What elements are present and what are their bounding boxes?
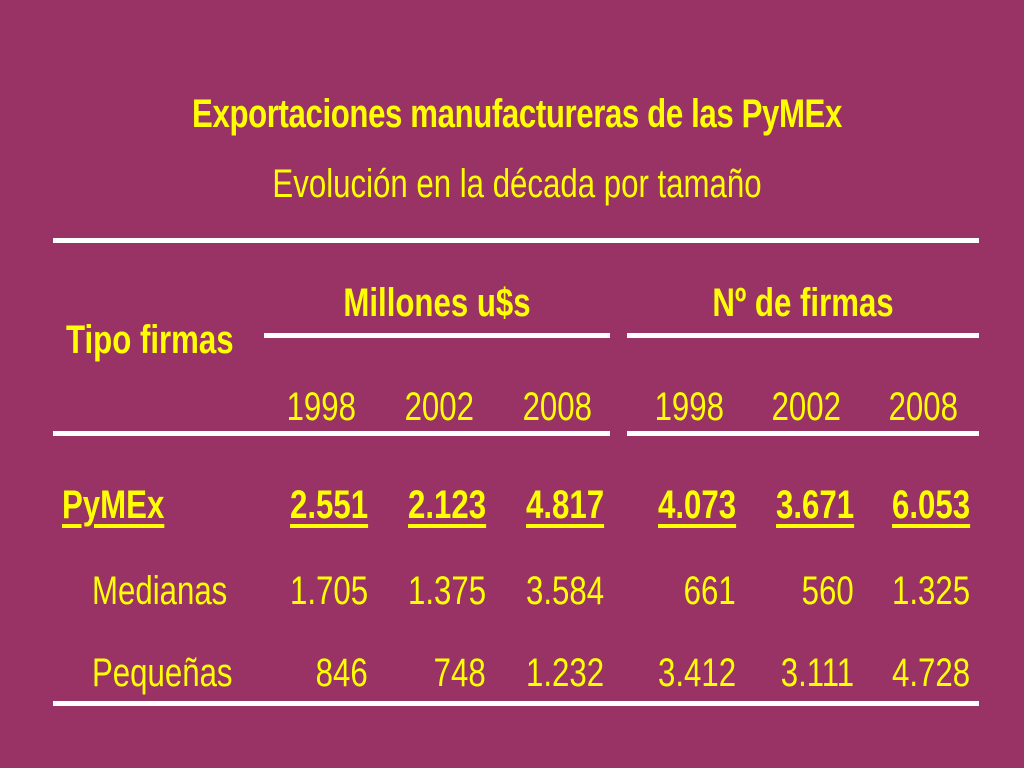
group-header-firmas: Nº de firmas xyxy=(712,281,894,325)
firmas-header-bottom-rule xyxy=(627,431,979,436)
table-cell: 1.705 xyxy=(289,569,368,613)
slide-subtitle: Evolución en la década por tamaño xyxy=(272,162,762,206)
year-header: 2002 xyxy=(771,385,841,429)
table-cell: 661 xyxy=(683,569,736,613)
bottom-rule xyxy=(53,701,979,706)
firmas-group-rule xyxy=(627,333,979,338)
row-label-pequenas: Pequeñas xyxy=(92,651,233,695)
table-cell: 3.671 xyxy=(775,483,854,527)
table-cell: 3.584 xyxy=(525,569,604,613)
row-header-tipo-firmas: Tipo firmas xyxy=(66,318,234,362)
table-cell: 6.053 xyxy=(891,483,970,527)
year-header: 2008 xyxy=(522,385,592,429)
year-header: 1998 xyxy=(654,385,724,429)
table-cell: 3.111 xyxy=(780,651,854,695)
millones-header-bottom-rule xyxy=(53,431,610,436)
table-cell: 1.375 xyxy=(407,569,486,613)
millones-group-rule xyxy=(264,333,610,338)
table-cell: 2.123 xyxy=(407,483,486,527)
row-label-pymex: PyMEx xyxy=(62,483,165,527)
table-cell: 1.325 xyxy=(891,569,970,613)
year-header: 2002 xyxy=(404,385,474,429)
table-cell: 748 xyxy=(433,651,486,695)
year-header: 1998 xyxy=(286,385,356,429)
table-cell: 2.551 xyxy=(289,483,368,527)
top-rule xyxy=(53,238,979,243)
slide-title: Exportaciones manufactureras de las PyME… xyxy=(192,92,842,136)
table-cell: 4.817 xyxy=(525,483,604,527)
table-cell: 4.728 xyxy=(891,651,970,695)
year-header: 2008 xyxy=(888,385,958,429)
table-cell: 4.073 xyxy=(657,483,736,527)
table-cell: 1.232 xyxy=(525,651,604,695)
table-cell: 846 xyxy=(315,651,368,695)
table-cell: 3.412 xyxy=(657,651,736,695)
group-header-millones: Millones u$s xyxy=(343,281,531,325)
table-cell: 560 xyxy=(801,569,854,613)
row-label-medianas: Medianas xyxy=(92,569,228,613)
